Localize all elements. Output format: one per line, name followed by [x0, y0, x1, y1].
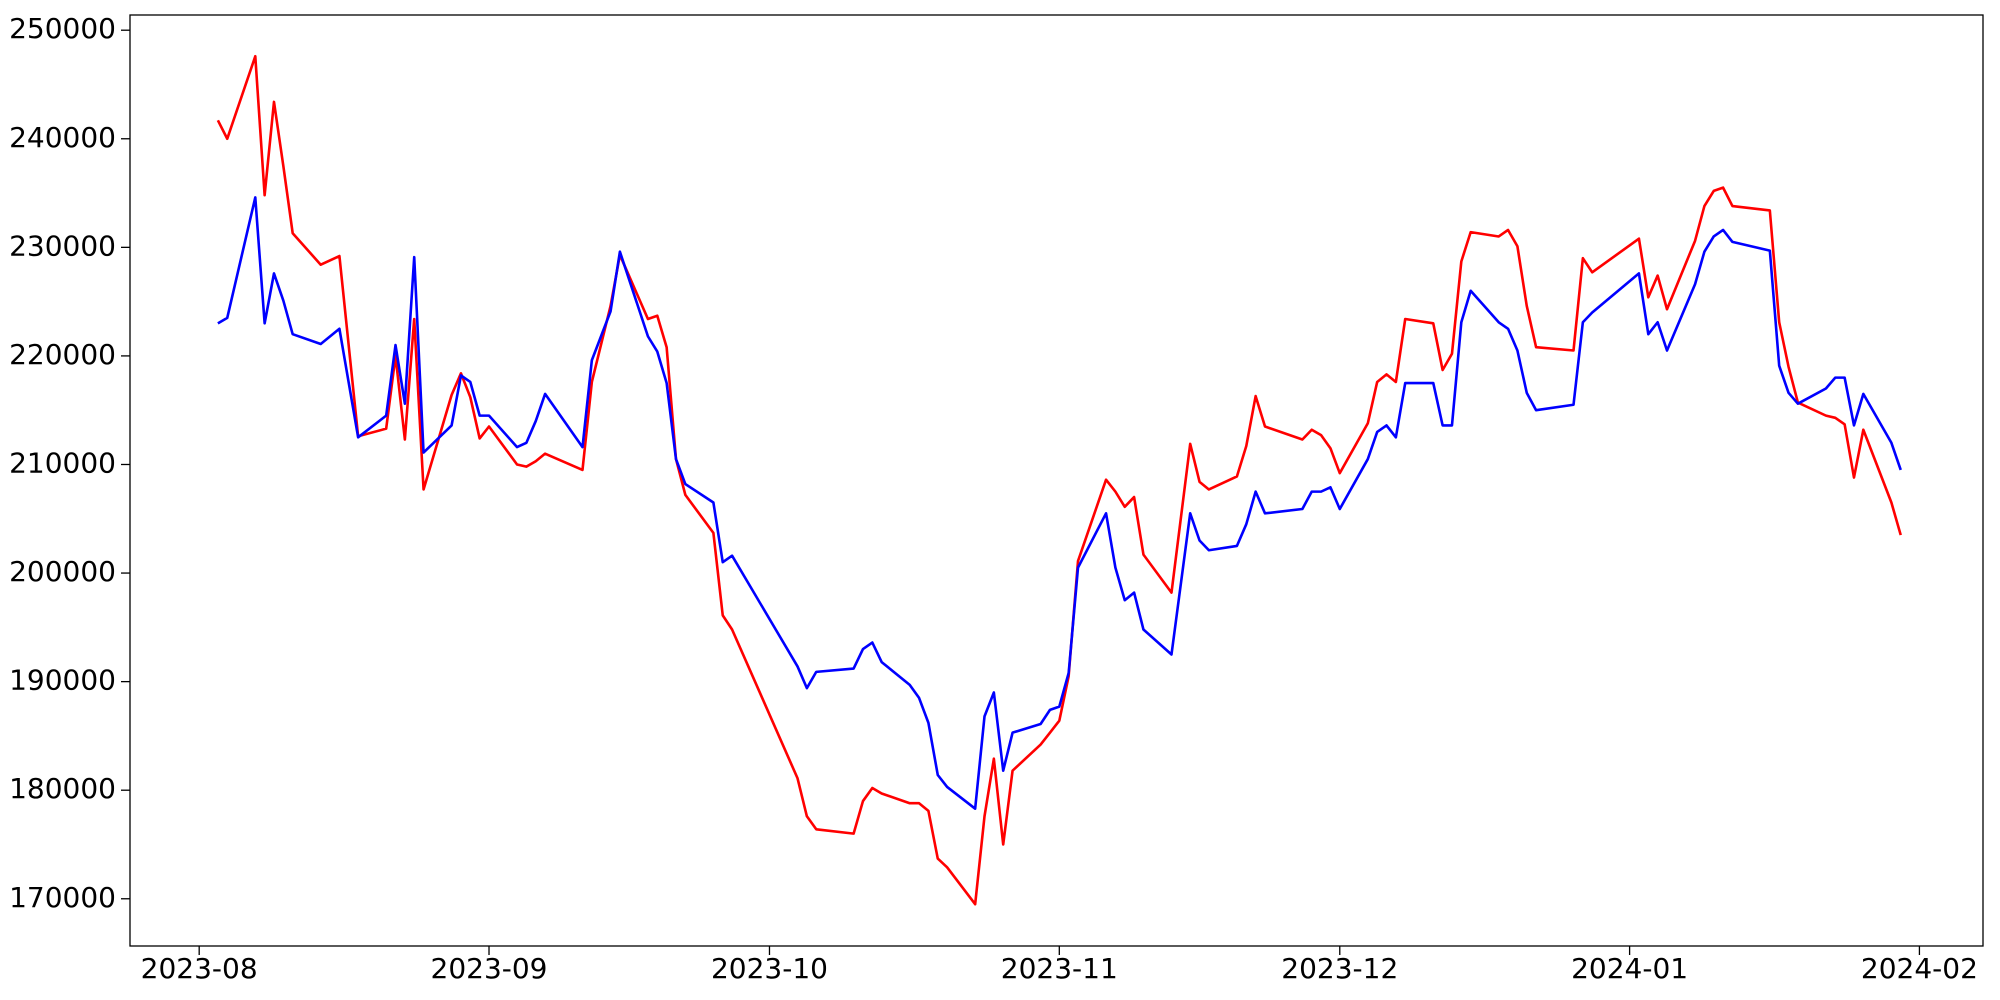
plot-frame [129, 14, 1984, 947]
data-line [216, 54, 1902, 906]
y-tick-label: 200000 [9, 555, 116, 588]
x-tick-label: 2023-12 [1281, 952, 1398, 985]
y-tick-label: 220000 [9, 338, 116, 371]
data-line [217, 196, 1902, 810]
y-tick-label: 240000 [9, 121, 116, 154]
y-tick-label: 180000 [9, 772, 116, 805]
x-tick-label: 2023-08 [141, 952, 258, 985]
y-tick-label: 230000 [9, 229, 116, 262]
x-tick-label: 2023-10 [711, 952, 828, 985]
x-tick-label: 2023-09 [431, 952, 548, 985]
y-tick-label: 170000 [9, 881, 116, 914]
x-tick-label: 2023-11 [1001, 952, 1118, 985]
x-tick-label: 2024-02 [1861, 952, 1978, 985]
y-tick-label: 210000 [9, 446, 116, 479]
x-tick-label: 2024-01 [1571, 952, 1688, 985]
y-tick-label: 250000 [9, 12, 116, 45]
y-tick-label: 190000 [9, 664, 116, 697]
